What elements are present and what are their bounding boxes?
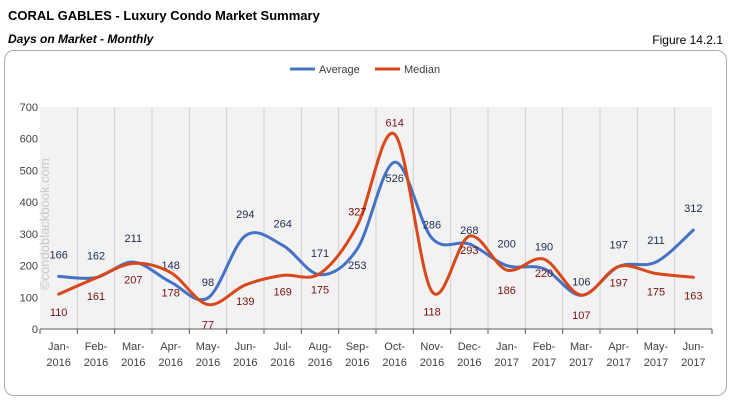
x-tick-label: Sep- — [346, 341, 370, 353]
x-tick-label-year: 2017 — [494, 357, 518, 369]
data-label-median: 118 — [423, 307, 441, 319]
data-label-median: 77 — [202, 320, 214, 332]
figure-number: Figure 14.2.1 — [652, 33, 723, 47]
x-tick-label-year: 2017 — [644, 357, 668, 369]
data-label-average: 268 — [460, 225, 478, 237]
x-tick-label-year: 2016 — [420, 357, 444, 369]
data-label-median: 293 — [460, 245, 478, 257]
data-label-average: 211 — [647, 235, 665, 247]
data-label-median: 107 — [572, 310, 590, 322]
x-tick-label: Oct- — [384, 341, 405, 353]
x-tick-label: Mar- — [570, 341, 593, 353]
x-tick-label-year: 2016 — [84, 357, 108, 369]
x-tick-label-year: 2016 — [46, 357, 70, 369]
y-tick-label: 100 — [20, 292, 38, 304]
data-label-average: 312 — [684, 203, 702, 215]
x-tick-label: Jun- — [683, 341, 705, 353]
data-label-average: 162 — [87, 251, 105, 263]
x-tick-label: Apr- — [608, 341, 629, 353]
data-label-average: 526 — [385, 173, 403, 185]
x-tick-label-year: 2017 — [606, 357, 630, 369]
x-tick-label-year: 2016 — [270, 357, 294, 369]
chart-title: CORAL GABLES - Luxury Condo Market Summa… — [8, 8, 320, 23]
x-tick-label: Mar- — [122, 341, 145, 353]
x-tick-label-year: 2016 — [308, 357, 332, 369]
data-label-median: 186 — [497, 285, 515, 297]
legend-label-average: Average — [319, 64, 360, 76]
data-label-average: 200 — [497, 239, 515, 251]
x-tick-label: Aug- — [308, 341, 332, 353]
x-tick-label: Feb- — [533, 341, 556, 353]
x-tick-label-year: 2016 — [233, 357, 257, 369]
x-tick-label-year: 2017 — [681, 357, 705, 369]
data-label-median: 207 — [124, 274, 142, 286]
data-label-median: 220 — [535, 268, 553, 280]
data-label-median: 161 — [87, 291, 105, 303]
x-tick-label: May- — [644, 341, 669, 353]
data-label-average: 106 — [572, 276, 590, 288]
data-label-average: 98 — [202, 277, 214, 289]
data-label-average: 286 — [423, 219, 441, 231]
data-label-median: 614 — [385, 117, 403, 129]
data-label-median: 163 — [684, 290, 702, 302]
y-tick-label: 200 — [20, 261, 38, 273]
x-tick-label-year: 2016 — [382, 357, 406, 369]
x-tick-label: May- — [196, 341, 221, 353]
x-tick-label-year: 2016 — [121, 357, 145, 369]
chart-frame — [4, 50, 727, 396]
data-label-median: 139 — [236, 296, 254, 308]
x-tick-label-year: 2016 — [158, 357, 182, 369]
data-label-average: 253 — [348, 260, 366, 272]
x-tick-label: Dec- — [458, 341, 482, 353]
data-label-average: 264 — [273, 218, 291, 230]
x-tick-label: Jan- — [48, 341, 70, 353]
y-tick-label: 500 — [20, 165, 38, 177]
x-tick-label: Apr- — [160, 341, 181, 353]
x-tick-label: Nov- — [420, 341, 444, 353]
x-tick-label-year: 2016 — [345, 357, 369, 369]
data-label-median: 197 — [609, 278, 627, 290]
chart-subtitle: Days on Market - Monthly — [8, 32, 154, 46]
data-label-median: 169 — [273, 286, 291, 298]
data-label-median: 178 — [161, 288, 179, 300]
data-label-average: 211 — [125, 233, 143, 245]
x-tick-label: Jun- — [235, 341, 257, 353]
x-tick-label-year: 2017 — [569, 357, 593, 369]
y-tick-label: 600 — [20, 134, 38, 146]
y-tick-label: 300 — [20, 229, 38, 241]
watermark: ©condoblackbook.com — [37, 158, 52, 290]
series-line-median — [57, 131, 695, 307]
y-tick-label: 700 — [20, 102, 38, 114]
data-label-average: 166 — [49, 249, 67, 261]
data-label-median: 175 — [311, 285, 329, 297]
y-tick-label: 0 — [32, 324, 38, 336]
y-tick-label: 400 — [20, 197, 38, 209]
data-label-average: 190 — [535, 242, 553, 254]
data-label-median: 110 — [50, 307, 68, 319]
data-label-average: 294 — [236, 209, 254, 221]
x-tick-label-year: 2017 — [532, 357, 556, 369]
x-tick-label-year: 2016 — [457, 357, 481, 369]
x-tick-label: Jan- — [496, 341, 518, 353]
x-tick-label-year: 2016 — [196, 357, 220, 369]
data-label-median: 327 — [348, 206, 366, 218]
x-tick-label: Jul- — [274, 341, 292, 353]
data-label-average: 197 — [609, 240, 627, 252]
x-tick-label: Feb- — [85, 341, 108, 353]
data-label-average: 171 — [311, 248, 329, 260]
legend-label-median: Median — [404, 64, 440, 76]
data-label-median: 175 — [647, 287, 665, 299]
